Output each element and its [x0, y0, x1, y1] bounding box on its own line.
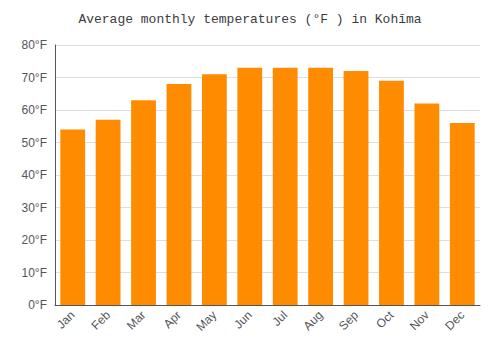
svg-text:30°F: 30°F [22, 201, 47, 215]
svg-text:60°F: 60°F [22, 103, 47, 117]
svg-text:Oct: Oct [373, 308, 397, 332]
svg-text:0°F: 0°F [28, 298, 47, 312]
svg-text:Jan: Jan [54, 308, 78, 332]
svg-text:Jul: Jul [269, 308, 290, 329]
svg-text:70°F: 70°F [22, 71, 47, 85]
svg-text:80°F: 80°F [22, 38, 47, 52]
svg-text:May: May [193, 308, 219, 334]
svg-text:40°F: 40°F [22, 168, 47, 182]
svg-text:20°F: 20°F [22, 233, 47, 247]
svg-text:Dec: Dec [442, 308, 467, 333]
svg-text:Jun: Jun [231, 308, 255, 332]
svg-text:10°F: 10°F [22, 266, 47, 280]
svg-text:Nov: Nov [407, 308, 432, 333]
svg-text:Aug: Aug [301, 308, 326, 333]
svg-text:Apr: Apr [161, 308, 184, 331]
svg-text:50°F: 50°F [22, 136, 47, 150]
svg-text:Feb: Feb [89, 308, 114, 333]
svg-text:Mar: Mar [124, 308, 149, 332]
svg-text:Average monthly temperatures (: Average monthly temperatures (°F ) in Ko… [78, 12, 421, 27]
svg-text:Sep: Sep [336, 308, 361, 333]
